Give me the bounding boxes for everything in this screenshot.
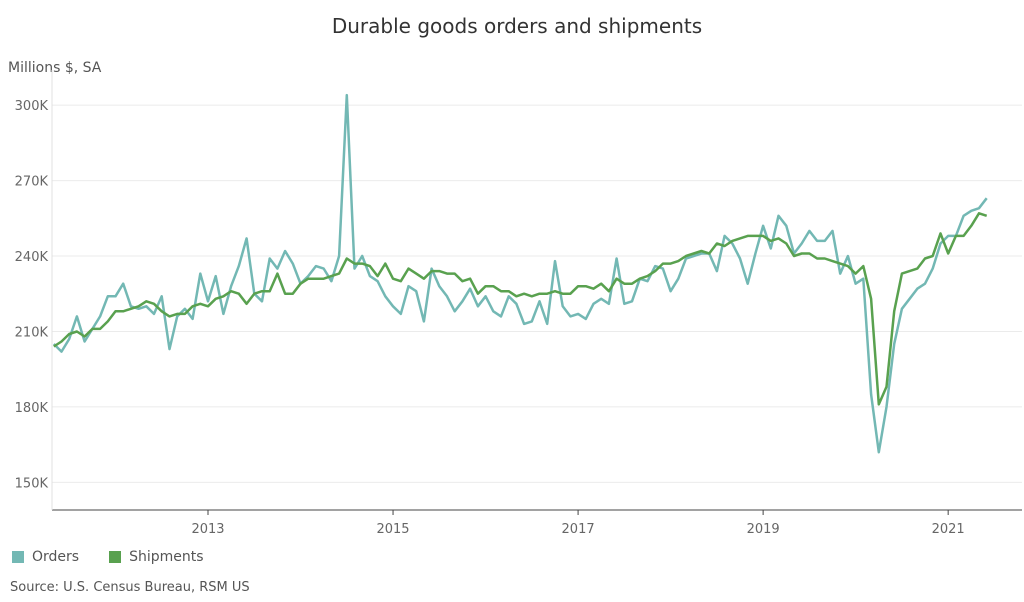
x-tick-label: 2015	[376, 522, 409, 537]
legend-swatch-shipments	[109, 551, 122, 563]
legend-swatch-orders	[12, 551, 24, 563]
x-tick-label: 2021	[932, 522, 965, 537]
legend-item-shipments[interactable]: Shipments	[109, 549, 204, 565]
chart-title: Durable goods orders and shipments	[331, 14, 703, 38]
y-tick-label: 270K	[15, 175, 49, 190]
source-note: Source: U.S. Census Bureau, RSM US	[10, 580, 250, 595]
legend-item-orders[interactable]: Orders	[12, 549, 79, 565]
series-line-orders	[52, 93, 988, 454]
y-axis-label: Millions $, SA	[8, 60, 102, 76]
legend-label-shipments: Shipments	[129, 549, 204, 565]
legend: Orders Shipments	[12, 549, 204, 565]
y-tick-label: 180K	[15, 401, 49, 416]
series-line-shipments	[53, 212, 988, 406]
y-tick-label: 210K	[15, 325, 49, 340]
legend-label-orders: Orders	[32, 549, 80, 565]
x-tick-label: 2017	[562, 522, 595, 537]
y-tick-label: 300K	[15, 99, 49, 114]
x-tick-label: 2013	[191, 522, 224, 537]
y-tick-label: 240K	[15, 250, 49, 265]
y-tick-label: 150K	[15, 476, 49, 491]
x-tick-label: 2019	[747, 522, 780, 537]
